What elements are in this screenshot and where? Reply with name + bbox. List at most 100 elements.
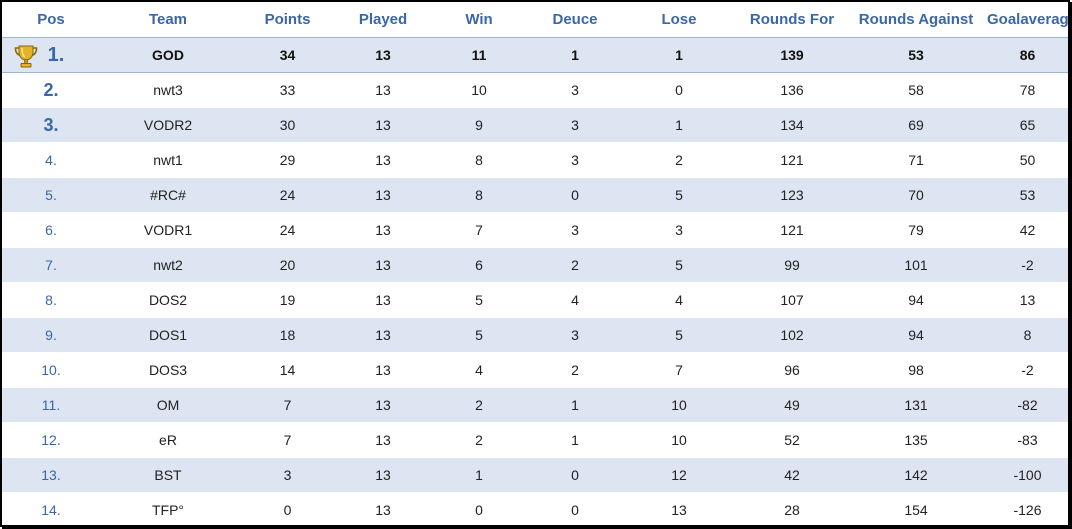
header-deuce: Deuce [531,2,619,38]
table-row: 9. DOS1 18 13 5 3 5 102 94 8 [2,317,1068,353]
rounds-against-cell: 94 [845,317,987,353]
rounds-against-cell: 71 [845,142,987,178]
played-cell: 13 [339,457,427,493]
table-row: 4. nwt1 29 13 8 3 2 121 71 50 [2,142,1068,178]
pos-label: 14. [41,502,61,518]
rounds-against-cell: 135 [845,422,987,458]
table-row: 7. nwt2 20 13 6 2 5 99 101 -2 [2,247,1068,283]
lose-cell: 0 [619,72,739,108]
deuce-cell: 4 [531,282,619,318]
played-cell: 13 [339,142,427,178]
lose-cell: 13 [619,492,739,525]
table-row: 3. VODR2 30 13 9 3 1 134 69 65 [2,107,1068,143]
team-cell: eR [100,422,236,458]
goalaverage-cell: -2 [987,352,1068,388]
rounds-for-cell: 49 [739,387,845,423]
win-cell: 5 [427,282,531,318]
points-cell: 3 [236,457,339,493]
header-pos: Pos [2,2,100,38]
table-row: 11. OM 7 13 2 1 10 49 131 -82 [2,387,1068,423]
rounds-for-cell: 28 [739,492,845,525]
rounds-for-cell: 121 [739,142,845,178]
win-cell: 2 [427,422,531,458]
rounds-against-cell: 131 [845,387,987,423]
rounds-for-cell: 96 [739,352,845,388]
points-cell: 7 [236,387,339,423]
win-cell: 1 [427,457,531,493]
goalaverage-cell: 8 [987,317,1068,353]
pos-cell: 7. [2,247,100,283]
deuce-cell: 3 [531,317,619,353]
header-rounds-for: Rounds For [739,2,845,38]
win-cell: 4 [427,352,531,388]
pos-cell: 11. [2,387,100,423]
points-cell: 24 [236,177,339,213]
pos-label: 12. [41,432,61,448]
rounds-against-cell: 94 [845,282,987,318]
pos-label: 11. [41,397,61,413]
rounds-for-cell: 102 [739,317,845,353]
team-cell: #RC# [100,177,236,213]
header-lose: Lose [619,2,739,38]
points-cell: 18 [236,317,339,353]
header-played: Played [339,2,427,38]
pos-label: 10. [41,362,61,378]
rounds-for-cell: 42 [739,457,845,493]
played-cell: 13 [339,247,427,283]
table-row: 2. nwt3 33 13 10 3 0 136 58 78 [2,72,1068,108]
rounds-for-cell: 52 [739,422,845,458]
points-cell: 30 [236,107,339,143]
win-cell: 7 [427,212,531,248]
table-row: 14. TFP° 0 13 0 0 13 28 154 -126 [2,492,1068,525]
pos-cell: 10. [2,352,100,388]
rounds-against-cell: 98 [845,352,987,388]
win-cell: 10 [427,72,531,108]
deuce-cell: 3 [531,212,619,248]
rounds-against-cell: 69 [845,107,987,143]
points-cell: 20 [236,247,339,283]
pos-cell: 12. [2,422,100,458]
team-cell: VODR1 [100,212,236,248]
pos-label: 13. [41,467,61,483]
team-cell: BST [100,457,236,493]
points-cell: 29 [236,142,339,178]
lose-cell: 5 [619,317,739,353]
rounds-against-cell: 79 [845,212,987,248]
rounds-against-cell: 70 [845,177,987,213]
played-cell: 13 [339,317,427,353]
goalaverage-cell: -126 [987,492,1068,525]
goalaverage-cell: 78 [987,72,1068,108]
pos-cell: 1. [2,37,100,73]
played-cell: 13 [339,352,427,388]
lose-cell: 7 [619,352,739,388]
pos-cell: 9. [2,317,100,353]
played-cell: 13 [339,177,427,213]
lose-cell: 10 [619,387,739,423]
rounds-for-cell: 139 [739,37,845,73]
pos-label: 3. [43,114,59,135]
lose-cell: 2 [619,142,739,178]
team-cell: nwt2 [100,247,236,283]
goalaverage-cell: -82 [987,387,1068,423]
pos-label: 2. [43,79,59,100]
rounds-for-cell: 134 [739,107,845,143]
pos-label: 1. [47,43,65,66]
goalaverage-cell: 86 [987,37,1068,73]
rounds-against-cell: 58 [845,72,987,108]
win-cell: 2 [427,387,531,423]
points-cell: 19 [236,282,339,318]
deuce-cell: 3 [531,72,619,108]
team-cell: DOS1 [100,317,236,353]
played-cell: 13 [339,212,427,248]
pos-cell: 13. [2,457,100,493]
points-cell: 33 [236,72,339,108]
pos-cell: 6. [2,212,100,248]
rounds-for-cell: 107 [739,282,845,318]
goalaverage-cell: 65 [987,107,1068,143]
table-row: 13. BST 3 13 1 0 12 42 142 -100 [2,457,1068,493]
table-row: 5. #RC# 24 13 8 0 5 123 70 53 [2,177,1068,213]
team-cell: nwt3 [100,72,236,108]
lose-cell: 1 [619,37,739,73]
goalaverage-cell: 50 [987,142,1068,178]
